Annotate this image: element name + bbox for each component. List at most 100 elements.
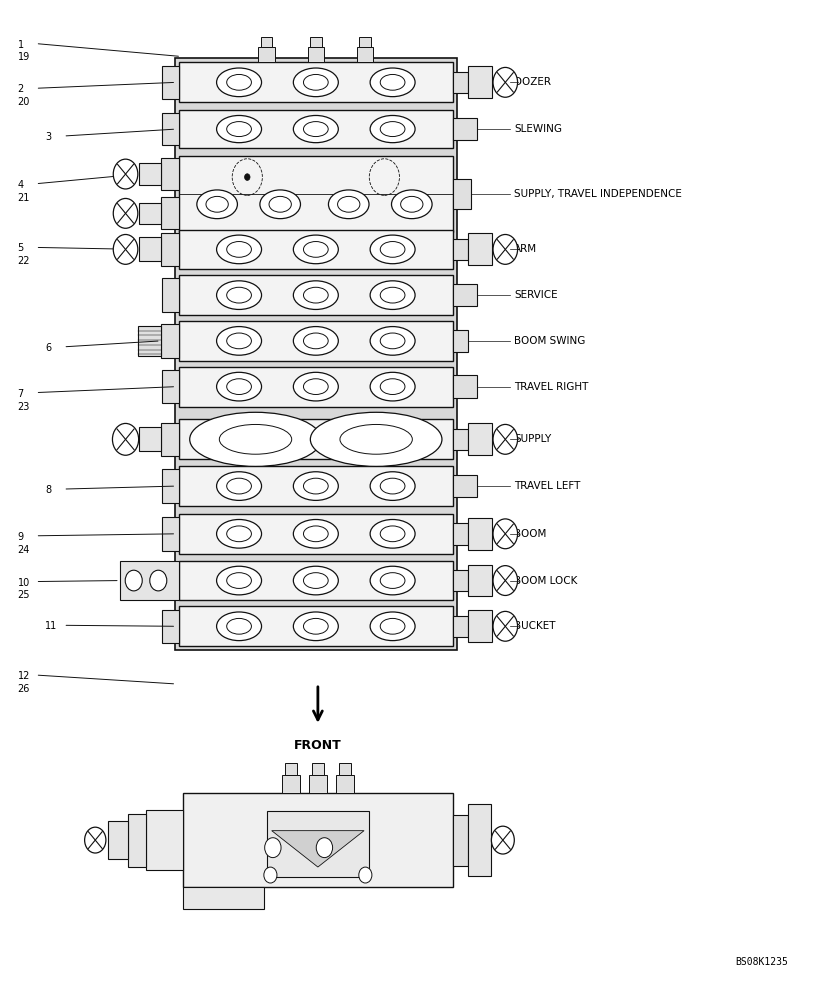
Ellipse shape — [303, 287, 328, 303]
Bar — [162, 278, 179, 312]
Ellipse shape — [370, 612, 415, 641]
Ellipse shape — [293, 115, 339, 143]
Bar — [339, 763, 351, 775]
Ellipse shape — [217, 235, 261, 264]
Ellipse shape — [217, 327, 261, 355]
Polygon shape — [272, 831, 364, 867]
Ellipse shape — [370, 327, 415, 355]
Bar — [162, 469, 179, 503]
Bar — [139, 203, 161, 224]
Bar — [260, 37, 272, 47]
Bar — [453, 523, 468, 545]
Ellipse shape — [370, 68, 415, 97]
Text: 2: 2 — [17, 84, 24, 94]
Bar — [161, 233, 179, 266]
Ellipse shape — [380, 287, 405, 303]
Bar — [179, 275, 453, 315]
Bar — [162, 66, 179, 99]
Bar — [453, 118, 477, 140]
Bar — [468, 66, 492, 98]
Bar — [161, 158, 179, 190]
Bar — [139, 427, 161, 451]
Ellipse shape — [380, 242, 405, 257]
Bar — [312, 763, 324, 775]
Ellipse shape — [206, 196, 228, 212]
Text: FRONT: FRONT — [294, 739, 342, 752]
Bar — [183, 793, 453, 887]
Bar — [161, 324, 179, 358]
Bar — [453, 429, 468, 450]
Ellipse shape — [227, 122, 251, 137]
Bar — [266, 811, 369, 877]
Text: 24: 24 — [17, 545, 30, 555]
Bar — [453, 179, 471, 209]
Bar — [357, 47, 373, 62]
Circle shape — [264, 867, 277, 883]
Bar — [307, 47, 324, 62]
Bar — [109, 821, 128, 859]
Ellipse shape — [303, 618, 328, 634]
Text: SUPPLY, TRAVEL INDEPENDENCE: SUPPLY, TRAVEL INDEPENDENCE — [514, 189, 682, 199]
Bar — [179, 367, 453, 407]
Bar — [138, 326, 161, 356]
Text: 22: 22 — [17, 256, 30, 266]
Bar — [310, 37, 321, 47]
Bar — [146, 810, 183, 870]
Ellipse shape — [217, 472, 261, 500]
Ellipse shape — [260, 190, 301, 219]
Bar — [179, 156, 453, 232]
Text: 25: 25 — [17, 590, 30, 600]
Bar — [128, 814, 146, 867]
Ellipse shape — [293, 566, 339, 595]
Circle shape — [316, 838, 333, 858]
Ellipse shape — [293, 68, 339, 97]
Bar — [336, 775, 353, 793]
Circle shape — [491, 826, 514, 854]
Ellipse shape — [217, 115, 261, 143]
Ellipse shape — [217, 519, 261, 548]
Ellipse shape — [217, 566, 261, 595]
Ellipse shape — [370, 235, 415, 264]
Ellipse shape — [227, 573, 251, 588]
Circle shape — [245, 174, 250, 180]
Bar — [119, 561, 179, 600]
Ellipse shape — [293, 327, 339, 355]
Ellipse shape — [380, 478, 405, 494]
Ellipse shape — [311, 412, 442, 466]
Bar — [139, 163, 161, 185]
Ellipse shape — [303, 573, 328, 588]
Text: BOOM LOCK: BOOM LOCK — [514, 576, 578, 586]
Ellipse shape — [293, 519, 339, 548]
Ellipse shape — [303, 379, 328, 395]
Text: 1: 1 — [17, 40, 24, 50]
Circle shape — [112, 423, 138, 455]
Circle shape — [113, 198, 138, 228]
Ellipse shape — [303, 74, 328, 90]
Text: 9: 9 — [17, 532, 24, 542]
Circle shape — [493, 519, 517, 549]
Ellipse shape — [329, 190, 369, 219]
Text: 8: 8 — [45, 485, 51, 495]
Ellipse shape — [303, 478, 328, 494]
Text: 21: 21 — [17, 193, 30, 203]
Ellipse shape — [227, 333, 251, 349]
Circle shape — [493, 234, 517, 264]
Text: ARM: ARM — [514, 244, 537, 254]
Ellipse shape — [293, 612, 339, 641]
Bar — [175, 58, 457, 650]
Ellipse shape — [190, 412, 321, 466]
Ellipse shape — [217, 68, 261, 97]
Ellipse shape — [338, 196, 360, 212]
Ellipse shape — [380, 333, 405, 349]
Ellipse shape — [391, 190, 432, 219]
Bar — [468, 804, 490, 876]
Bar — [179, 419, 453, 459]
Text: 23: 23 — [17, 402, 30, 412]
Text: BUCKET: BUCKET — [514, 621, 556, 631]
Ellipse shape — [380, 526, 405, 542]
Bar — [453, 330, 468, 352]
Circle shape — [150, 570, 166, 591]
Text: DOZER: DOZER — [514, 77, 551, 87]
Ellipse shape — [227, 242, 251, 257]
Ellipse shape — [227, 287, 251, 303]
